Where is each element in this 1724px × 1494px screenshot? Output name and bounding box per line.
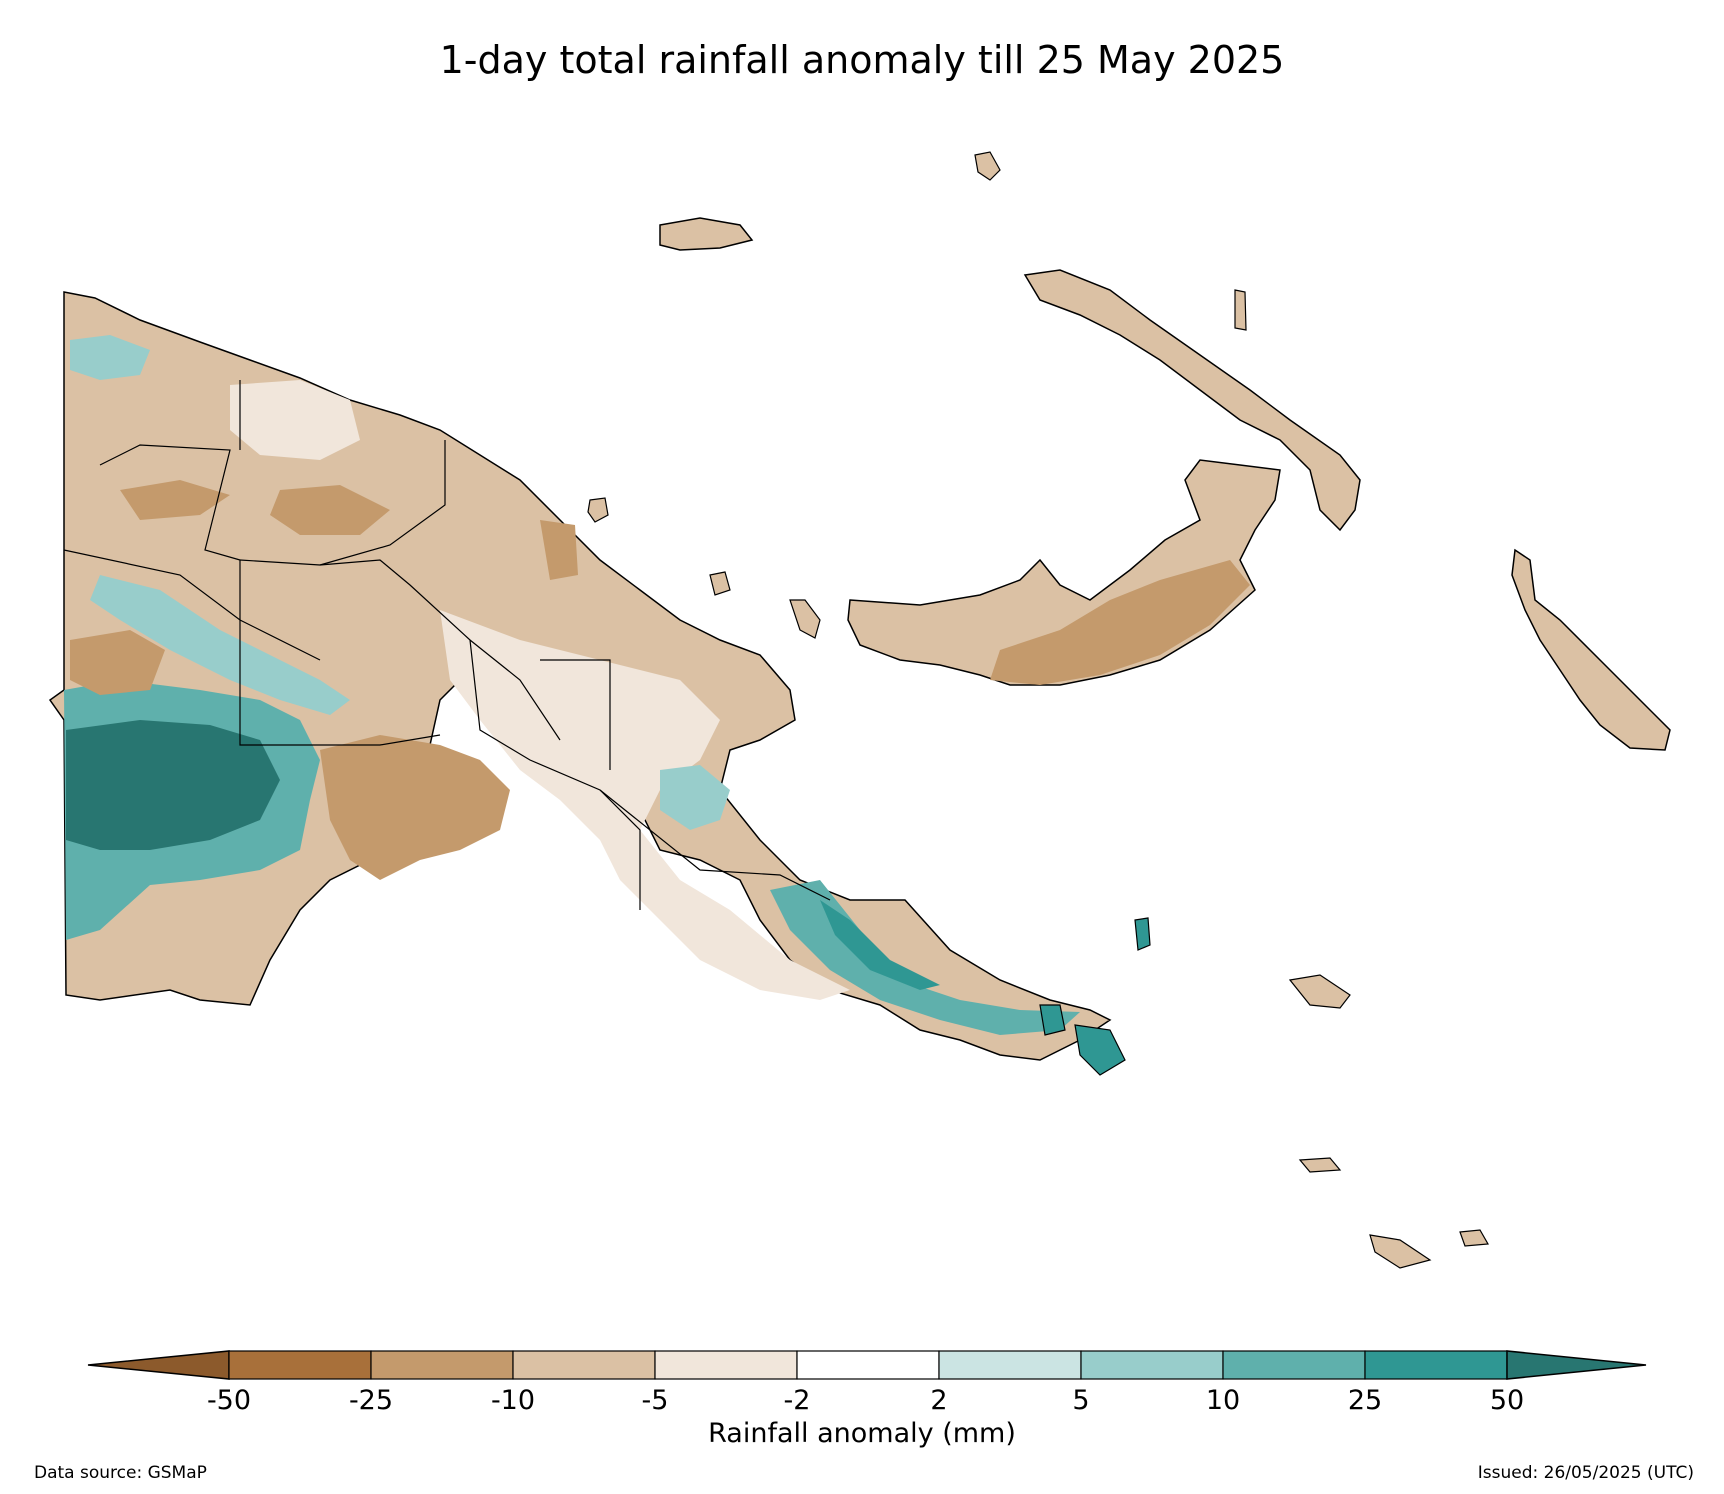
anomaly-region-near-normal-north [230, 380, 360, 460]
colorbar-segment [796, 1350, 940, 1380]
anomaly-region-near-normal-east [440, 610, 850, 1000]
rainfall-anomaly-map [48, 151, 1671, 1269]
anomaly-region-wet-highlands [90, 575, 350, 715]
issued-date-note: Issued: 26/05/2025 (UTC) [1477, 1463, 1694, 1483]
colorbar-segment [1080, 1350, 1224, 1380]
anomaly-region-very-wet-west [66, 720, 280, 850]
colorbar-tick-label: 5 [1072, 1385, 1090, 1416]
colorbar-tick-label: 2 [930, 1385, 948, 1416]
colorbar-tick-label: -25 [348, 1385, 394, 1416]
colorbar-title: Rainfall anomaly (mm) [708, 1418, 1016, 1449]
data-source-note: Data source: GSMaP [34, 1463, 207, 1483]
colorbar-tick-label: -50 [206, 1385, 252, 1416]
new-britain-dry-band [990, 560, 1250, 685]
colorbar-tick-label: 50 [1489, 1385, 1525, 1416]
anomaly-region-wet-northwest [70, 335, 150, 380]
colorbar-segments [87, 1350, 1647, 1380]
colorbar-segment [512, 1350, 656, 1380]
colorbar-extend-min [87, 1350, 230, 1380]
colorbar-tick-label: -10 [490, 1385, 536, 1416]
colorbar-segment [1222, 1350, 1366, 1380]
new-ireland [1023, 269, 1361, 532]
colorbar-segment [228, 1350, 372, 1380]
manus-island [659, 217, 754, 251]
map-title: 1-day total rainfall anomaly till 25 May… [439, 38, 1285, 82]
colorbar-tick-label: -5 [641, 1385, 669, 1416]
colorbar-segment [654, 1350, 798, 1380]
bougainville [1511, 548, 1671, 751]
anomaly-region-very-wet-southeast [820, 900, 940, 990]
colorbar-tick-label: -2 [783, 1385, 811, 1416]
colorbar-tick-label: 25 [1347, 1385, 1383, 1416]
colorbar-segment [370, 1350, 514, 1380]
province-boundaries [63, 380, 831, 910]
small-islands-wet [1039, 917, 1151, 1076]
colorbar-segment [938, 1350, 1082, 1380]
colorbar [87, 1350, 1647, 1380]
small-islands [587, 151, 1489, 1269]
colorbar-segment [1364, 1350, 1508, 1380]
anomaly-region-dry-north [70, 480, 578, 695]
anomaly-region-dry-south [320, 735, 510, 880]
anomaly-region-wet-north-coast [660, 765, 730, 830]
colorbar-extend-max [1506, 1350, 1647, 1380]
colorbar-tick-label: 10 [1205, 1385, 1241, 1416]
